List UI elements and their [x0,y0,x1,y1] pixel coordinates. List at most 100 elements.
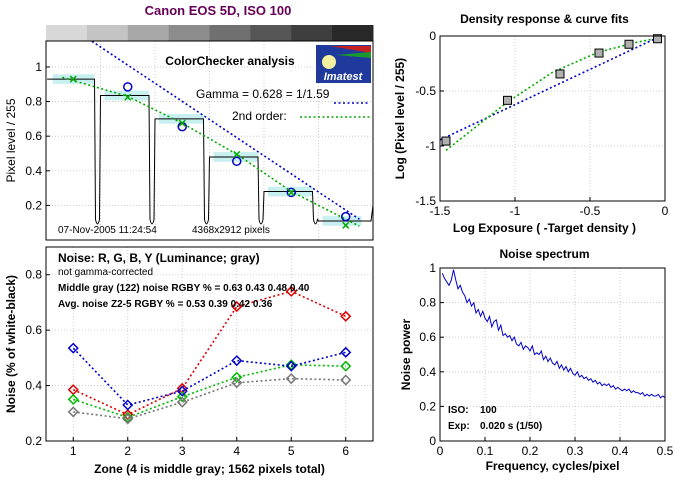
density-point-marker [503,95,512,105]
noise-series [67,285,352,425]
spectrum-x-tick-label: 0.3 [567,444,584,458]
noise-point-r [285,285,297,297]
noise-axes-box [45,246,374,442]
second-order-fit-line [62,76,360,227]
noise-point-y [340,374,352,386]
density-ticks: -1.5 -1 -0.5 0 -1.5 -1 -0.5 0 [415,29,668,218]
noise-point-g [340,360,352,372]
image-dimensions: 4368x2912 pixels [192,225,270,236]
density-y-tick-label: -1.5 [415,194,436,208]
density-point-marker [441,136,451,146]
colorchecker-ticks: 0.2 0.4 0.6 0.8 1 [25,60,50,212]
gray-strip-patch [250,25,292,41]
gray-strip-patch [86,25,129,41]
density-plot-area [440,36,665,201]
density-y-axis-label: Log (Pixel level / 255) [393,58,407,179]
exposure-value: 0.020 s (1/50) [480,421,542,432]
noise-point-b [67,342,79,354]
noise-point-y [67,406,79,418]
spectrum-y-tick-label: 0.8 [419,296,436,310]
reference-level-cross [233,150,241,158]
noise-point-g [231,371,243,383]
page-title: Canon EOS 5D, ISO 100 [145,3,292,18]
spectrum-y-axis-label: Noise power [399,319,413,391]
density-x-axis-label: Log Exposure ( -Target density ) [453,221,636,235]
spectrum-y-tick-label: 1 [429,261,436,275]
density-point-marker [555,69,565,79]
reference-level-cross [178,119,186,127]
noise-line-r [72,290,347,416]
noise-x-tick-label: 5 [288,444,295,458]
spectrum-x-tick-label: 0.5 [657,444,674,458]
noise-point-y [176,396,188,408]
density-x-tick-label: 0 [662,204,669,218]
noise-point-b [176,385,188,397]
capture-timestamp: 07-Nov-2005 11:24:54 [58,225,157,236]
legend-second-order-label: 2nd order: [232,109,287,123]
noise-y-axis-label: Noise (% of white-black) [4,275,18,413]
noise-title: Noise: R, G, B, Y (Luminance; gray) [58,251,260,265]
colorchecker-y-tick-label: 0.4 [25,164,42,178]
imatest-logo-text: Imatest [324,71,364,83]
measured-level-circle [123,82,133,92]
gray-strip-patch [168,25,210,41]
spectrum-x-tick-label: 0.4 [612,444,629,458]
spectrum-y-tick-label: 0.4 [419,365,436,379]
colorchecker-y-tick-label: 1 [35,60,42,74]
spectrum-title: Noise spectrum [499,247,589,261]
density-y-tick-label: -1 [425,139,436,153]
noise-y-tick-label: 0.8 [25,268,42,282]
spectrum-y-tick-label: 0 [429,434,436,448]
density-y-tick-label: -0.5 [415,84,436,98]
density-axes-box [439,35,666,202]
noise-note-middle-gray: Middle gray (122) noise RGBY % = 0.63 0.… [58,283,310,294]
noise-x-tick-label: 3 [179,444,186,458]
spectrum-plot-area [440,268,665,441]
spectrum-x-tick-label: 0.1 [477,444,494,458]
density-title: Density response & curve fits [460,12,629,26]
noise-spectrum-line [441,269,666,399]
noise-point-y [231,377,243,389]
noise-point-r [231,301,243,313]
density-x-tick-label: -1 [510,204,521,218]
noise-point-y [285,373,297,385]
colorchecker-y-axis-label: Pixel level / 255 [4,98,18,182]
imatest-logo-green-stripe [336,52,371,58]
measured-level-circle [232,156,242,167]
density-grid [440,36,665,201]
noise-point-g [176,391,188,403]
density-point-marker [624,39,634,49]
gray-strip-patch [127,25,170,41]
noise-x-tick-label: 6 [342,444,349,458]
noise-x-tick-label: 4 [233,444,240,458]
spectrum-x-tick-label: 0.2 [522,444,539,458]
density-point-marker [594,48,604,58]
gray-patch-strip [46,25,374,41]
noise-line-y [73,377,346,420]
density-x-tick-label: -1.5 [430,204,451,218]
iso-label: ISO: [448,405,469,416]
reference-level-cross [69,75,77,83]
colorchecker-panel: 0.2 0.4 0.6 0.8 1 ColorChecker analysis Imat… [4,25,374,241]
noise-point-g [285,359,297,371]
noise-x-tick-label: 2 [124,444,131,458]
gray-strip-patch [46,25,88,41]
reference-level-cross [124,93,132,101]
reference-level-cross [287,188,295,196]
noise-point-g [67,393,79,405]
colorchecker-axes-box [45,40,374,241]
noise-x-axis-label: Zone (4 is middle gray; 1562 pixels tota… [94,462,325,476]
imatest-logo-red-stripe [330,46,371,53]
noise-note-average: Avg. noise Z2-5 RGBY % = 0.53 0.39 0.42 … [58,299,273,310]
noise-series-g [67,359,352,424]
noise-panel: 1 2 3 4 5 6 0.2 0.4 0.6 0.8 Noise: R, G, B, Y (Lu… [4,246,374,476]
noise-y-tick-label: 0.6 [25,323,42,337]
noise-series-y [67,373,352,425]
spectrum-grid [440,268,665,441]
noise-point-r [340,310,352,322]
spectrum-x-tick-label: 0 [437,444,444,458]
imatest-logo: Imatest [316,45,371,83]
measured-level-circle [286,187,296,198]
imatest-logo-sun-icon [322,55,336,69]
noise-point-b [285,360,297,372]
